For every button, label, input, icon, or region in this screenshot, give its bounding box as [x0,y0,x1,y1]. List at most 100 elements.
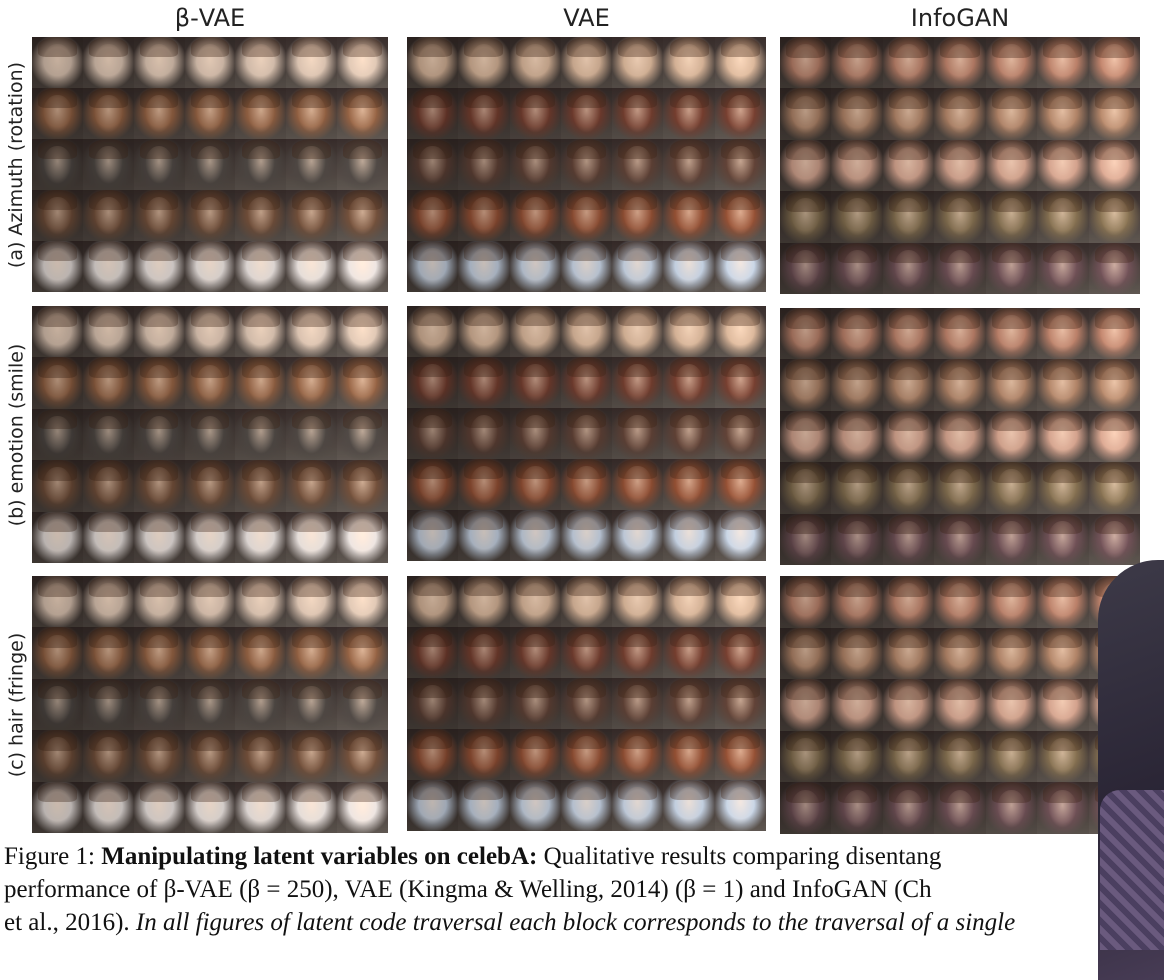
face-thumbnail [509,139,561,190]
face-thumbnail [509,627,561,678]
face-thumbnail [831,37,883,89]
face-thumbnail [82,190,134,241]
face-thumbnail [337,511,388,563]
face-thumbnail [337,241,388,292]
face-thumbnail [612,627,664,678]
face-thumbnail [82,357,134,409]
face-thumbnail [407,357,459,408]
face-thumbnail [882,191,935,243]
face-thumbnail [560,241,613,292]
face-thumbnail [235,88,287,139]
face-thumbnail [184,190,236,241]
face-thumbnail [133,627,185,679]
face-thumbnail [337,408,388,461]
face-thumbnail [32,576,83,628]
face-thumbnail [458,576,510,627]
face-thumbnail [612,510,664,561]
face-thumbnail [235,139,287,190]
face-thumbnail [133,730,185,782]
grid-emotion-vae [407,306,766,561]
face-thumbnail [82,408,134,461]
face-thumbnail [1037,782,1089,834]
face-thumbnail [780,37,832,89]
face-thumbnail [509,678,561,729]
face-thumbnail [934,88,986,140]
face-thumbnail [985,730,1038,783]
face-thumbnail [235,730,287,782]
face-thumbnail [714,241,766,292]
face-thumbnail [1037,359,1089,411]
face-thumbnail [82,627,134,679]
face-thumbnail [985,191,1038,243]
face-thumbnail [286,241,338,292]
face-thumbnail [985,627,1038,680]
face-thumbnail [934,513,986,565]
face-thumbnail [882,139,935,192]
face-thumbnail [882,513,935,565]
face-thumbnail [184,460,236,512]
face-thumbnail [407,190,459,241]
face-thumbnail [882,679,935,731]
face-thumbnail [934,782,986,834]
face-thumbnail [133,460,185,512]
face-thumbnail [780,513,832,565]
face-thumbnail [286,357,338,409]
face-thumbnail [882,576,935,628]
face-thumbnail [32,460,83,512]
face-thumbnail [780,88,832,140]
face-thumbnail [337,460,388,512]
face-thumbnail [780,139,832,192]
face-thumbnail [1088,359,1140,411]
face-thumbnail [286,460,338,512]
face-thumbnail [337,88,388,139]
face-thumbnail [235,37,287,88]
face-thumbnail [509,459,561,510]
face-thumbnail [934,576,986,628]
face-thumbnail [133,306,185,358]
face-thumbnail [831,88,883,140]
face-thumbnail [133,408,185,461]
face-thumbnail [184,627,236,679]
face-thumbnail [560,627,613,678]
face-thumbnail [882,782,935,834]
face-thumbnail [32,781,83,833]
column-title-vae: VAE [563,4,610,32]
face-thumbnail [1088,191,1140,243]
face-thumbnail [82,781,134,833]
face-thumbnail [133,88,185,139]
face-thumbnail [612,37,664,88]
face-thumbnail [32,88,83,139]
face-thumbnail [82,241,134,292]
face-thumbnail [407,306,459,357]
face-thumbnail [780,679,832,731]
face-thumbnail [1037,513,1089,565]
face-thumbnail [831,242,883,294]
face-thumbnail [560,357,613,408]
face-thumbnail [32,357,83,409]
face-thumbnail [407,678,459,729]
face-thumbnail [133,576,185,628]
face-thumbnail [133,241,185,292]
face-thumbnail [235,576,287,628]
face-thumbnail [612,408,664,459]
face-thumbnail [235,627,287,679]
face-thumbnail [612,88,664,139]
face-thumbnail [780,308,832,360]
face-thumbnail [882,308,935,360]
face-thumbnail [458,459,510,510]
face-thumbnail [985,359,1038,411]
face-thumbnail [714,357,766,408]
face-thumbnail [337,678,388,731]
face-thumbnail [882,730,935,783]
face-thumbnail [235,460,287,512]
face-thumbnail [985,462,1038,514]
face-thumbnail [831,139,883,192]
face-thumbnail [1037,679,1089,731]
face-thumbnail [663,459,715,510]
face-thumbnail [780,410,832,463]
face-thumbnail [985,242,1038,294]
face-thumbnail [286,627,338,679]
face-thumbnail [831,410,883,463]
face-thumbnail [509,729,561,780]
face-thumbnail [337,730,388,782]
